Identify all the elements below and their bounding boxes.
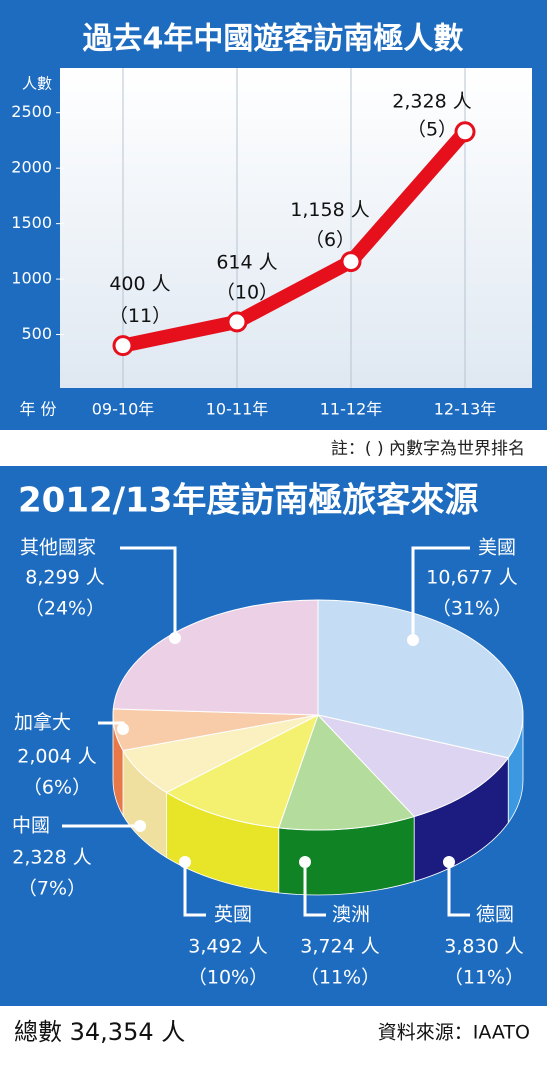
x-tick-label: 09-10年 xyxy=(92,400,155,419)
leader-dot xyxy=(134,820,146,832)
slice-value: 2,004 人 xyxy=(17,746,96,768)
slice-value: 10,677 人 xyxy=(426,567,518,589)
rank-label: （6） xyxy=(305,229,355,251)
slice-percent: （11%） xyxy=(444,967,524,989)
leader-dot xyxy=(169,632,181,644)
slice-percent: （11%） xyxy=(300,967,380,989)
leader-line xyxy=(303,862,326,917)
leader-line xyxy=(183,862,206,917)
rank-label: （11） xyxy=(109,305,171,327)
y-tick-label: 1000 xyxy=(11,269,52,288)
leader-dot xyxy=(407,634,419,646)
pie-slice xyxy=(165,713,319,829)
y-tick-label: 2000 xyxy=(11,158,52,177)
data-point xyxy=(226,311,248,333)
plot-area xyxy=(60,68,532,388)
pie-slice xyxy=(112,599,319,716)
slice-name: 其他國家 xyxy=(20,537,96,559)
rank-label: （5） xyxy=(407,118,457,140)
slice-percent: （7%） xyxy=(18,878,86,900)
slice-percent: （24%） xyxy=(25,598,105,620)
leader-line xyxy=(447,862,470,917)
note: 註：( ) 內數字為世界排名 xyxy=(331,439,525,459)
data-point xyxy=(340,251,362,273)
slice-value: 2,328 人 xyxy=(12,847,91,869)
data-label: 2,328 人 xyxy=(392,90,471,112)
leader-dot xyxy=(117,723,129,735)
slice-name: 美國 xyxy=(478,537,516,559)
source: 資料來源：IAATO xyxy=(378,1022,530,1044)
slice-percent: （10%） xyxy=(188,967,268,989)
data-label: 1,158 人 xyxy=(290,199,369,221)
y-tick-label: 500 xyxy=(21,324,52,343)
total: 總數 34,354 人 xyxy=(14,1018,185,1046)
slice-value: 3,830 人 xyxy=(444,936,523,958)
x-tick-label: 12-13年 xyxy=(434,400,497,419)
x-tick-label: 11-12年 xyxy=(320,400,383,419)
slice-name: 英國 xyxy=(214,904,252,926)
slice-value: 3,724 人 xyxy=(300,936,379,958)
leader-dot xyxy=(179,856,191,868)
rank-label: （10） xyxy=(216,281,278,303)
x-tick-label: 10-11年 xyxy=(206,400,269,419)
leader-dot xyxy=(299,856,311,868)
x-axis-label: 年 份 xyxy=(19,400,56,419)
pie-slice xyxy=(278,714,416,831)
leader-line xyxy=(120,546,177,638)
pie-slice xyxy=(316,714,510,818)
data-point xyxy=(112,335,134,357)
pie-slice xyxy=(317,599,524,759)
y-tick-label: 2500 xyxy=(11,102,52,121)
leader-dot xyxy=(443,856,455,868)
slice-name: 德國 xyxy=(476,904,514,926)
slice-name: 加拿大 xyxy=(14,711,71,734)
slice-name: 澳洲 xyxy=(332,904,370,926)
y-axis-label: 人數 xyxy=(22,75,52,93)
data-point xyxy=(454,121,476,143)
chart-title: 過去4年中國遊客訪南極人數 xyxy=(83,22,464,57)
chart-title: 2012/13年度訪南極旅客來源 xyxy=(18,481,478,521)
line xyxy=(121,127,471,353)
footer-strip xyxy=(0,1006,547,1067)
slice-value: 8,299 人 xyxy=(25,567,104,589)
slice-value: 3,492 人 xyxy=(188,936,267,958)
note-strip xyxy=(0,430,547,466)
slice-name: 中國 xyxy=(12,815,50,837)
slice-percent: （31%） xyxy=(432,598,512,620)
leader-line xyxy=(411,546,470,640)
slice-percent: （6%） xyxy=(23,777,91,799)
y-tick-label: 1500 xyxy=(11,213,52,232)
data-label: 400 人 xyxy=(109,273,170,295)
data-label: 614 人 xyxy=(216,251,277,273)
